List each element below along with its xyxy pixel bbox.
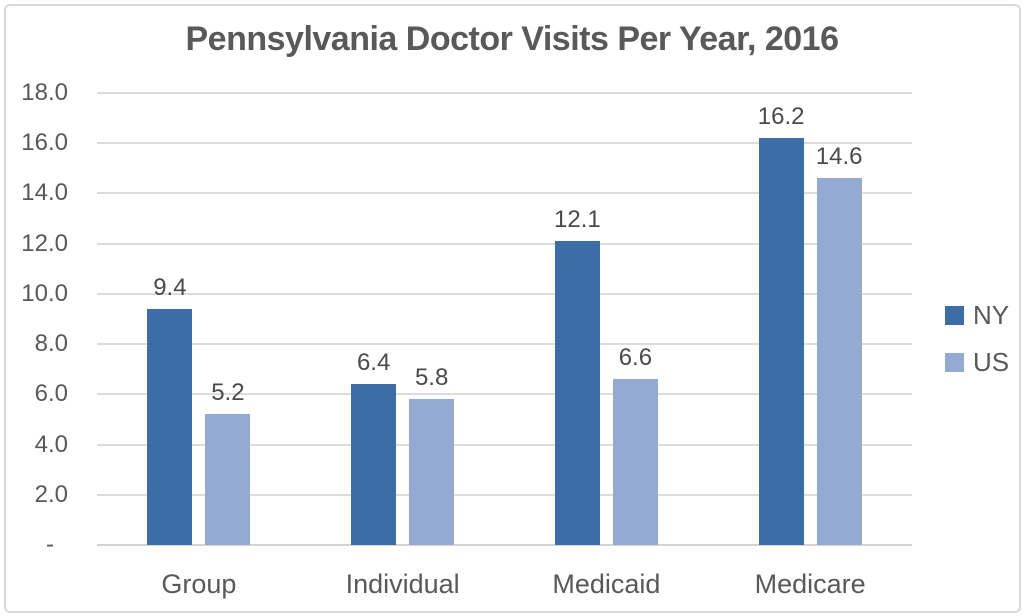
y-axis-tick-label: 4.0 bbox=[34, 430, 68, 458]
gridline bbox=[97, 493, 912, 496]
x-axis-category-label: Individual bbox=[345, 569, 460, 599]
x-axis-category-label: Group bbox=[161, 569, 237, 599]
legend-item-us: US bbox=[945, 347, 1010, 377]
gridline bbox=[97, 242, 912, 245]
y-axis-tick-label: 16.0 bbox=[21, 129, 68, 157]
bar-value-label: 5.8 bbox=[414, 364, 449, 392]
bar-us-group bbox=[205, 414, 251, 545]
bar-value-label: 9.4 bbox=[153, 273, 187, 301]
bar-value-label: 6.6 bbox=[618, 344, 653, 372]
y-axis-tick-label: - bbox=[46, 531, 54, 558]
legend-item-ny: NY bbox=[945, 300, 1010, 330]
bar-us-medicare bbox=[816, 178, 862, 545]
gridline bbox=[97, 292, 912, 295]
legend-swatch-us bbox=[945, 353, 964, 372]
y-axis-tick-label: 12.0 bbox=[21, 229, 68, 257]
y-axis-tick-label: 6.0 bbox=[34, 380, 68, 408]
x-axis-category-label: Medicaid bbox=[552, 569, 661, 599]
gridline bbox=[97, 92, 912, 94]
gridline bbox=[97, 443, 912, 446]
bar-value-label: 5.2 bbox=[211, 379, 245, 407]
y-axis-tick-label: 8.0 bbox=[34, 330, 68, 358]
chart-title: Pennsylvania Doctor Visits Per Year, 201… bbox=[185, 20, 839, 58]
bar-ny-group bbox=[147, 308, 193, 545]
y-axis-tick-label: 14.0 bbox=[21, 179, 68, 207]
y-axis-tick-label: 2.0 bbox=[34, 480, 68, 508]
y-axis-tick-label: 10.0 bbox=[21, 279, 68, 307]
bar-us-individual bbox=[409, 399, 455, 545]
bar-ny-medicaid bbox=[554, 241, 600, 545]
gridline bbox=[97, 393, 912, 396]
legend-label: US bbox=[973, 347, 1010, 377]
gridline bbox=[97, 343, 912, 346]
y-axis-tick-label: 18.0 bbox=[21, 79, 68, 106]
legend: NY US bbox=[945, 300, 1010, 377]
gridline bbox=[97, 192, 912, 195]
bar-value-label: 16.2 bbox=[757, 103, 805, 131]
x-axis-line bbox=[97, 544, 912, 546]
gridline bbox=[97, 142, 912, 145]
bar-value-label: 6.4 bbox=[356, 349, 391, 377]
bar-us-medicaid bbox=[612, 379, 658, 545]
bar-ny-individual bbox=[351, 384, 397, 545]
bar-ny-medicare bbox=[758, 138, 804, 545]
legend-label: NY bbox=[973, 300, 1010, 330]
legend-swatch-ny bbox=[945, 306, 964, 325]
bar-value-label: 12.1 bbox=[554, 206, 601, 234]
bar-value-label: 14.6 bbox=[815, 143, 863, 171]
x-axis-category-label: Medicare bbox=[754, 569, 866, 599]
